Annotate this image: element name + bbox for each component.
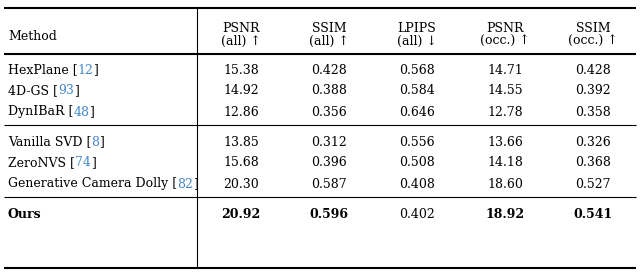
Text: 0.596: 0.596 bbox=[310, 208, 349, 220]
Text: 0.428: 0.428 bbox=[575, 64, 611, 76]
Text: 14.92: 14.92 bbox=[223, 85, 259, 97]
Text: 0.527: 0.527 bbox=[575, 177, 611, 191]
Text: 20.92: 20.92 bbox=[221, 208, 260, 220]
Text: 0.396: 0.396 bbox=[311, 157, 347, 170]
Text: ]: ] bbox=[93, 64, 99, 76]
Text: 0.541: 0.541 bbox=[573, 208, 612, 220]
Text: Generative Camera Dolly [: Generative Camera Dolly [ bbox=[8, 177, 177, 191]
Text: ]: ] bbox=[91, 157, 95, 170]
Text: 12: 12 bbox=[77, 64, 93, 76]
Text: SSIM: SSIM bbox=[312, 21, 346, 35]
Text: 13.85: 13.85 bbox=[223, 136, 259, 148]
Text: 14.18: 14.18 bbox=[487, 157, 523, 170]
Text: HexPlane [: HexPlane [ bbox=[8, 64, 77, 76]
Text: 0.356: 0.356 bbox=[311, 105, 347, 119]
Text: 0.368: 0.368 bbox=[575, 157, 611, 170]
Text: 12.86: 12.86 bbox=[223, 105, 259, 119]
Text: ]: ] bbox=[90, 105, 94, 119]
Text: 18.92: 18.92 bbox=[485, 208, 525, 220]
Text: 0.358: 0.358 bbox=[575, 105, 611, 119]
Text: PSNR: PSNR bbox=[222, 21, 260, 35]
Text: 0.408: 0.408 bbox=[399, 177, 435, 191]
Text: 0.402: 0.402 bbox=[399, 208, 435, 220]
Text: 0.392: 0.392 bbox=[575, 85, 611, 97]
Text: 0.568: 0.568 bbox=[399, 64, 435, 76]
Text: 0.428: 0.428 bbox=[311, 64, 347, 76]
Text: 18.60: 18.60 bbox=[487, 177, 523, 191]
Text: 15.38: 15.38 bbox=[223, 64, 259, 76]
Text: SSIM: SSIM bbox=[576, 21, 611, 35]
Text: DynIBaR [: DynIBaR [ bbox=[8, 105, 74, 119]
Text: (occ.) ↑: (occ.) ↑ bbox=[480, 35, 530, 47]
Text: 15.68: 15.68 bbox=[223, 157, 259, 170]
Text: 8: 8 bbox=[92, 136, 99, 148]
Text: (all) ↑: (all) ↑ bbox=[309, 35, 349, 47]
Text: 20.30: 20.30 bbox=[223, 177, 259, 191]
Text: Method: Method bbox=[8, 30, 57, 44]
Text: ]: ] bbox=[99, 136, 104, 148]
Text: 14.71: 14.71 bbox=[487, 64, 523, 76]
Text: 12.78: 12.78 bbox=[487, 105, 523, 119]
Text: (all) ↑: (all) ↑ bbox=[221, 35, 261, 47]
Text: 93: 93 bbox=[58, 85, 74, 97]
Text: 0.646: 0.646 bbox=[399, 105, 435, 119]
Text: 0.388: 0.388 bbox=[311, 85, 347, 97]
Text: (occ.) ↑: (occ.) ↑ bbox=[568, 35, 618, 47]
Text: ]: ] bbox=[193, 177, 198, 191]
Text: 0.584: 0.584 bbox=[399, 85, 435, 97]
Text: 0.508: 0.508 bbox=[399, 157, 435, 170]
Text: LPIPS: LPIPS bbox=[397, 21, 436, 35]
Text: ZeroNVS [: ZeroNVS [ bbox=[8, 157, 75, 170]
Text: 0.587: 0.587 bbox=[311, 177, 347, 191]
Text: 4D-GS [: 4D-GS [ bbox=[8, 85, 58, 97]
Text: 13.66: 13.66 bbox=[487, 136, 523, 148]
Text: 0.556: 0.556 bbox=[399, 136, 435, 148]
Text: 14.55: 14.55 bbox=[487, 85, 523, 97]
Text: Vanilla SVD [: Vanilla SVD [ bbox=[8, 136, 92, 148]
Text: 48: 48 bbox=[74, 105, 90, 119]
Text: PSNR: PSNR bbox=[486, 21, 524, 35]
Text: 0.326: 0.326 bbox=[575, 136, 611, 148]
Text: (all) ↓: (all) ↓ bbox=[397, 35, 437, 47]
Text: 74: 74 bbox=[75, 157, 91, 170]
Text: Ours: Ours bbox=[8, 208, 42, 220]
Text: 82: 82 bbox=[177, 177, 193, 191]
Text: 0.312: 0.312 bbox=[311, 136, 347, 148]
Text: ]: ] bbox=[74, 85, 79, 97]
